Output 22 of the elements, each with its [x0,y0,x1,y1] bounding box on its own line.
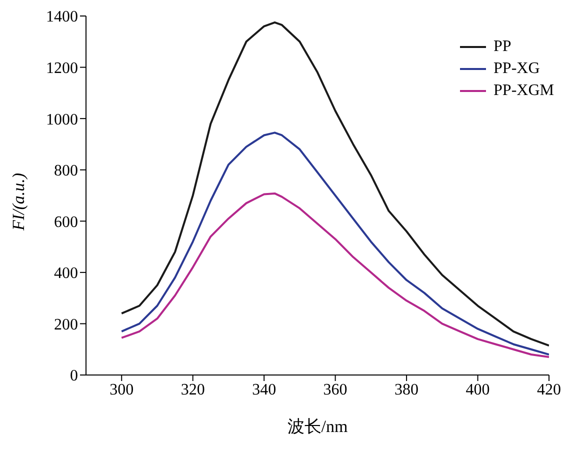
legend-label: PP-XGM [494,82,554,100]
legend-label: PP [494,38,512,56]
line-series [120,192,549,358]
x-tick-label: 380 [394,381,419,398]
y-tick-label: 400 [54,265,78,282]
y-axis-title: FI/(a.u.) [9,172,28,232]
x-axis-title: 波长/nm [287,417,348,436]
line-series [120,132,549,356]
x-tick-label: 300 [110,381,134,398]
y-tick-label: 200 [54,316,78,334]
x-tick-label: 320 [180,381,205,398]
y-tick-label: 600 [54,214,78,231]
legend-label: PP-XG [494,60,540,78]
y-tick-label: 1000 [46,111,78,128]
y-tick-label: 1200 [46,60,78,77]
x-tick-label: 340 [252,381,276,398]
y-tick-label: 800 [54,162,78,180]
x-tick-label: 360 [323,381,348,398]
x-tick-label: 400 [466,381,490,398]
y-tick-label: 1400 [46,8,78,26]
y-tick-label: 0 [70,368,78,385]
x-tick-label: 420 [537,381,561,398]
